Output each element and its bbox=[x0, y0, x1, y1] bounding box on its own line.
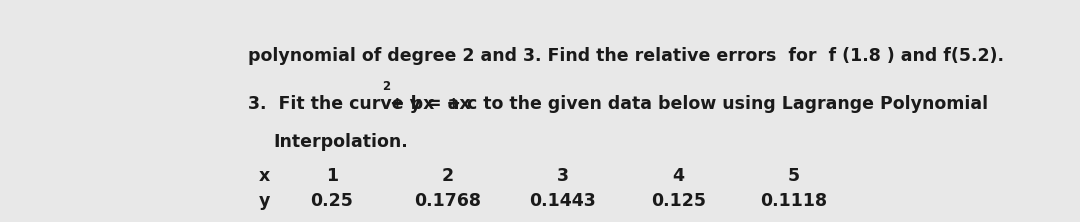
Text: 3.  Fit the curve y = ax: 3. Fit the curve y = ax bbox=[248, 95, 471, 113]
Text: + bx  + c to the given data below using Lagrange Polynomial: + bx + c to the given data below using L… bbox=[390, 95, 988, 113]
Text: 4: 4 bbox=[672, 167, 685, 185]
Text: polynomial of degree 2 and 3. Find the relative errors  for  f (1.8 ) and f(5.2): polynomial of degree 2 and 3. Find the r… bbox=[248, 47, 1004, 65]
Text: y: y bbox=[259, 192, 270, 210]
Text: 2: 2 bbox=[441, 167, 454, 185]
Text: 5: 5 bbox=[787, 167, 800, 185]
Text: x: x bbox=[259, 167, 270, 185]
Text: 0.1443: 0.1443 bbox=[529, 192, 596, 210]
Text: 3: 3 bbox=[556, 167, 569, 185]
Text: 0.1118: 0.1118 bbox=[760, 192, 827, 210]
Text: 0.125: 0.125 bbox=[651, 192, 705, 210]
Text: Interpolation.: Interpolation. bbox=[273, 133, 408, 151]
Text: 0.1768: 0.1768 bbox=[414, 192, 481, 210]
Text: 1: 1 bbox=[326, 167, 338, 185]
Text: 2: 2 bbox=[382, 81, 390, 93]
Text: 0.25: 0.25 bbox=[310, 192, 353, 210]
